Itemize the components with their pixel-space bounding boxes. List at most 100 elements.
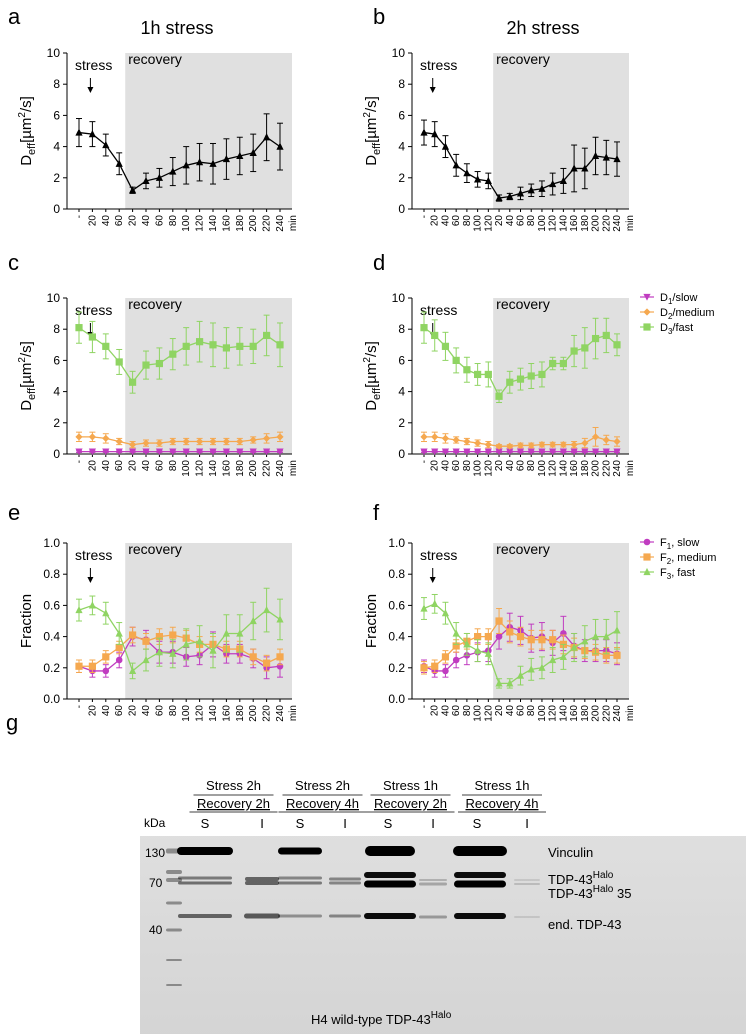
data-point <box>559 441 567 449</box>
xtick-label-b: 60 <box>451 215 462 227</box>
data-point <box>591 448 600 456</box>
ytick-label-e: 0.8 <box>43 567 60 581</box>
blot-band <box>278 881 322 885</box>
data-point <box>613 448 621 456</box>
marker-130: 130 <box>145 846 165 860</box>
data-point <box>155 439 163 447</box>
lane-label: I <box>525 816 529 831</box>
data-point <box>613 154 621 163</box>
ytick-label-a: 6 <box>53 108 60 122</box>
ylabel-b: Deff[µm2/s] <box>362 96 383 166</box>
blot-band <box>419 879 447 881</box>
data-point <box>155 173 163 181</box>
data-point <box>169 350 177 358</box>
blot-band <box>419 882 447 886</box>
data-point <box>581 439 589 447</box>
xtick-label-c: 60 <box>154 460 165 472</box>
data-point <box>549 359 557 368</box>
xtick-label-f: 80 <box>526 705 537 717</box>
ytick-label-a: 4 <box>53 140 60 154</box>
xtick-label-d: 40 <box>505 460 516 472</box>
data-point <box>484 176 492 185</box>
data-point <box>538 448 546 456</box>
data-point <box>263 331 271 340</box>
xtick-label-e: 240 <box>275 705 286 722</box>
xtick-label-e: - <box>74 705 85 708</box>
xtick-label-b: 40 <box>440 215 451 227</box>
data-point <box>495 392 503 400</box>
data-point <box>549 655 557 664</box>
legend-marker <box>643 538 651 546</box>
data-point <box>276 142 284 150</box>
data-point <box>276 433 284 441</box>
data-point <box>182 437 190 446</box>
data-point <box>142 361 150 369</box>
xtick-label-c: 20 <box>128 460 139 472</box>
xtick-label-d: 100 <box>473 460 484 477</box>
data-point <box>431 130 439 138</box>
data-point <box>155 648 163 656</box>
blot-band <box>454 880 506 888</box>
lane-label: S <box>296 816 305 831</box>
series-line-e-3 <box>78 604 281 673</box>
lane-label: S <box>384 816 393 831</box>
stress-arrow-head-a <box>87 87 94 93</box>
recovery-annotation-c: recovery <box>128 296 182 312</box>
data-point <box>613 341 621 349</box>
data-point <box>570 347 578 355</box>
ytick-label-a: 10 <box>47 46 61 60</box>
data-point <box>613 437 621 446</box>
series-d-3 <box>420 311 621 404</box>
data-point <box>495 679 503 687</box>
xtick-label-b: 40 <box>505 215 516 227</box>
data-point <box>142 176 150 185</box>
blot-band <box>278 914 322 918</box>
data-point <box>484 441 492 449</box>
data-point <box>115 358 123 366</box>
data-point <box>420 664 428 672</box>
data-point <box>527 448 535 456</box>
xtick-label-f: 200 <box>591 705 602 722</box>
lane-label: S <box>473 816 482 831</box>
series-c-3 <box>75 311 284 394</box>
data-point <box>431 331 439 340</box>
title-2h-stress: 2h stress <box>506 18 579 38</box>
series-line-e-1 <box>78 635 281 672</box>
stress-annotation-f: stress <box>420 547 457 563</box>
data-point <box>516 375 525 383</box>
data-point <box>236 448 244 456</box>
xtick-label-b: 180 <box>580 215 591 232</box>
xtick-label-e: 60 <box>154 705 165 717</box>
xtick-label-e: 60 <box>114 705 125 717</box>
series-e-3 <box>75 587 284 680</box>
xtick-label-a: 220 <box>262 215 273 232</box>
blot-header-recovery: Recovery 4h <box>466 796 539 811</box>
data-point <box>527 441 535 450</box>
ytick-label-b: 0 <box>398 202 405 216</box>
xtick-label-d: 120 <box>483 460 494 477</box>
data-point <box>276 653 284 661</box>
data-point <box>209 437 217 446</box>
data-point <box>591 334 600 343</box>
xtick-label-e: 220 <box>262 705 273 722</box>
xtick-label-b: - <box>419 215 430 218</box>
blot-band <box>245 881 279 885</box>
xtick-label-e: 20 <box>87 705 98 717</box>
ytick-label-e: 0.4 <box>43 630 60 644</box>
blot-band <box>419 915 447 919</box>
band-label-tdp43-halo35: TDP-43Halo 35 <box>548 884 631 901</box>
xtick-label-e: 40 <box>101 705 112 717</box>
data-point <box>452 436 460 444</box>
data-point <box>115 643 123 652</box>
blot-band <box>364 872 416 878</box>
data-point <box>196 448 204 456</box>
ytick-label-b: 8 <box>398 77 405 91</box>
data-point <box>581 164 589 172</box>
data-point <box>155 359 163 368</box>
xtick-label-f: 20 <box>494 705 505 717</box>
panel-label-b: b <box>373 4 385 29</box>
data-point <box>549 179 557 188</box>
xunit-min-a: min <box>288 215 299 231</box>
